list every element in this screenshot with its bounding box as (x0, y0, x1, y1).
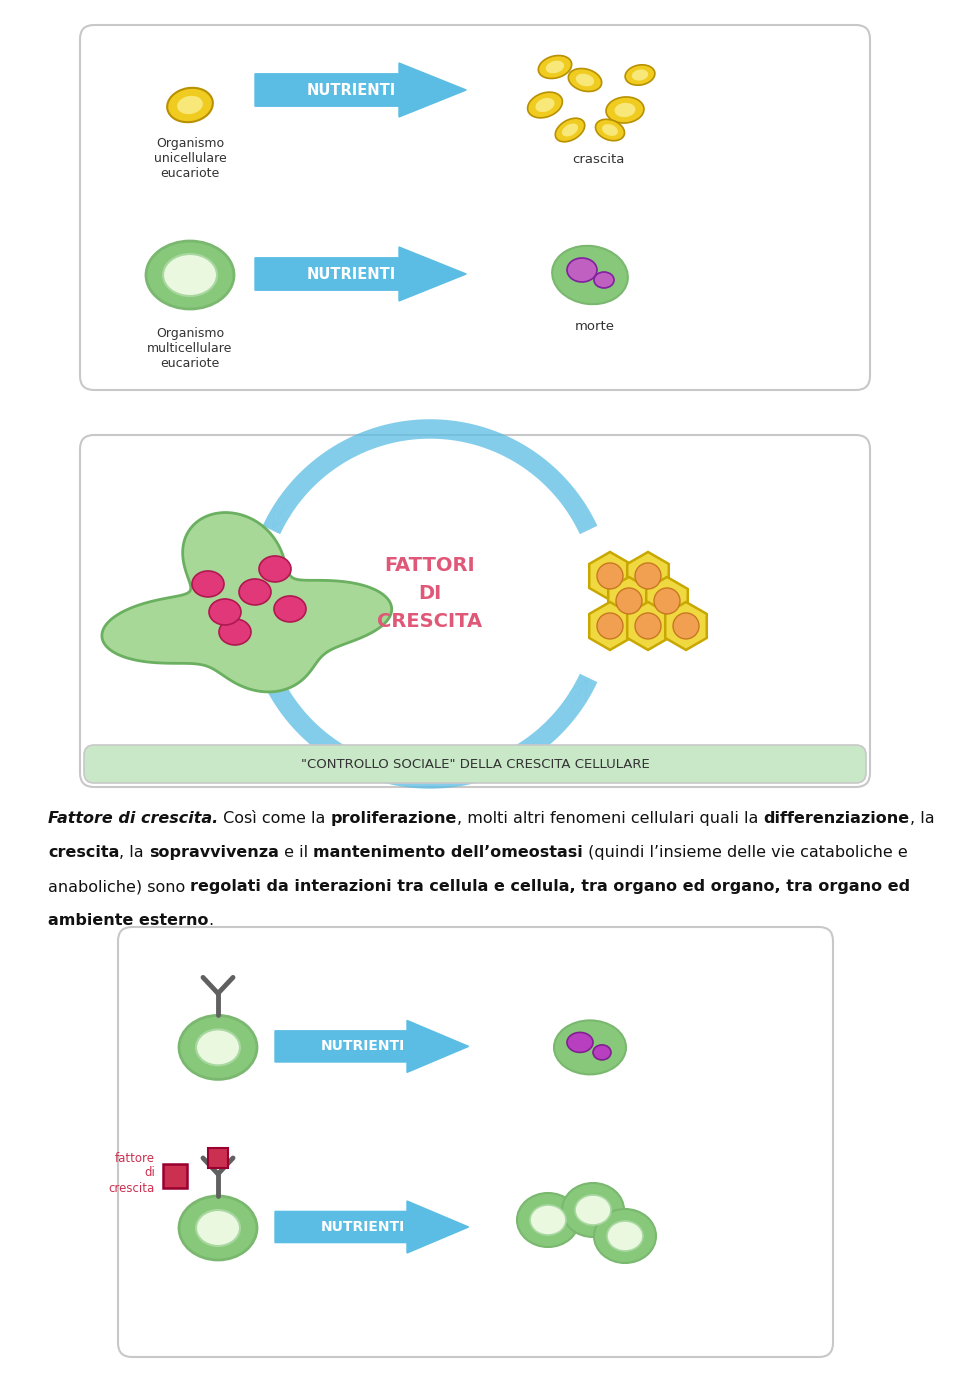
FancyArrow shape (255, 63, 467, 117)
Text: sopravvivenza: sopravvivenza (149, 846, 279, 859)
Text: differenziazione: differenziazione (763, 811, 910, 826)
Ellipse shape (179, 1015, 257, 1079)
Ellipse shape (530, 1204, 566, 1235)
Ellipse shape (568, 69, 602, 92)
FancyArrow shape (255, 248, 467, 301)
Ellipse shape (239, 579, 271, 605)
Text: "CONTROLLO SOCIALE" DELLA CRESCITA CELLULARE: "CONTROLLO SOCIALE" DELLA CRESCITA CELLU… (300, 758, 649, 770)
Text: .: . (208, 913, 214, 928)
Text: Organismo
multicellulare
eucariote: Organismo multicellulare eucariote (147, 327, 232, 370)
Text: NUTRIENTI: NUTRIENTI (321, 1040, 405, 1053)
Ellipse shape (555, 118, 585, 142)
Ellipse shape (606, 98, 644, 122)
Ellipse shape (274, 595, 306, 622)
Circle shape (597, 562, 623, 588)
Ellipse shape (595, 120, 625, 140)
Text: crescita: crescita (48, 846, 119, 859)
Ellipse shape (576, 74, 594, 87)
Ellipse shape (517, 1194, 579, 1247)
Ellipse shape (567, 1033, 593, 1052)
Ellipse shape (625, 65, 655, 85)
Text: regolati da interazioni tra cellula e cellula, tra organo ed organo, tra organo : regolati da interazioni tra cellula e ce… (190, 879, 910, 894)
Ellipse shape (567, 258, 597, 282)
Text: FATTORI
DI
CRESCITA: FATTORI DI CRESCITA (377, 557, 483, 631)
FancyBboxPatch shape (118, 927, 833, 1357)
Ellipse shape (528, 92, 563, 118)
Circle shape (616, 588, 642, 615)
Ellipse shape (196, 1030, 240, 1066)
Ellipse shape (259, 556, 291, 582)
Ellipse shape (562, 124, 578, 136)
Ellipse shape (614, 103, 636, 117)
Ellipse shape (219, 619, 251, 645)
Ellipse shape (575, 1195, 611, 1225)
Text: NUTRIENTI: NUTRIENTI (306, 267, 396, 282)
Ellipse shape (177, 96, 203, 114)
FancyArrow shape (275, 1020, 468, 1072)
Ellipse shape (179, 1196, 257, 1260)
Ellipse shape (562, 1182, 624, 1238)
FancyArrow shape (275, 1200, 468, 1253)
Ellipse shape (594, 1209, 656, 1264)
Text: proliferazione: proliferazione (331, 811, 457, 826)
Text: anaboliche) sono: anaboliche) sono (48, 879, 190, 894)
Text: (quindi l’insieme delle vie cataboliche e: (quindi l’insieme delle vie cataboliche … (583, 846, 908, 859)
Circle shape (654, 588, 680, 615)
FancyBboxPatch shape (80, 434, 870, 786)
Circle shape (635, 613, 661, 639)
Ellipse shape (536, 98, 555, 113)
Ellipse shape (607, 1221, 643, 1251)
Text: e il: e il (279, 846, 313, 859)
Ellipse shape (632, 69, 648, 81)
Text: ambiente esterno: ambiente esterno (48, 913, 208, 928)
Text: fattore
di
crescita: fattore di crescita (108, 1151, 155, 1195)
Text: Così come la: Così come la (218, 811, 331, 826)
FancyBboxPatch shape (80, 25, 870, 390)
Ellipse shape (539, 55, 571, 78)
Ellipse shape (196, 1210, 240, 1246)
Ellipse shape (602, 124, 618, 136)
Ellipse shape (552, 246, 628, 304)
Text: NUTRIENTI: NUTRIENTI (306, 82, 396, 98)
Text: Organismo
unicellulare
eucariote: Organismo unicellulare eucariote (154, 138, 227, 180)
Text: Fattore di crescita.: Fattore di crescita. (48, 811, 218, 826)
Ellipse shape (163, 254, 217, 296)
Ellipse shape (594, 272, 614, 287)
Ellipse shape (146, 241, 234, 309)
FancyBboxPatch shape (84, 745, 866, 782)
Text: morte: morte (575, 320, 615, 333)
Ellipse shape (554, 1020, 626, 1074)
Ellipse shape (209, 600, 241, 626)
Ellipse shape (546, 60, 564, 73)
Circle shape (635, 562, 661, 588)
Ellipse shape (593, 1045, 611, 1060)
Text: mantenimento dell’omeostasi: mantenimento dell’omeostasi (313, 846, 583, 859)
Text: crascita: crascita (572, 153, 624, 166)
Text: NUTRIENTI: NUTRIENTI (321, 1220, 405, 1233)
Polygon shape (102, 513, 392, 692)
Text: , la: , la (119, 846, 149, 859)
Circle shape (673, 613, 699, 639)
Text: , molti altri fenomeni cellulari quali la: , molti altri fenomeni cellulari quali l… (457, 811, 763, 826)
Circle shape (597, 613, 623, 639)
Text: , la: , la (910, 811, 934, 826)
Ellipse shape (167, 88, 213, 122)
Ellipse shape (192, 571, 224, 597)
